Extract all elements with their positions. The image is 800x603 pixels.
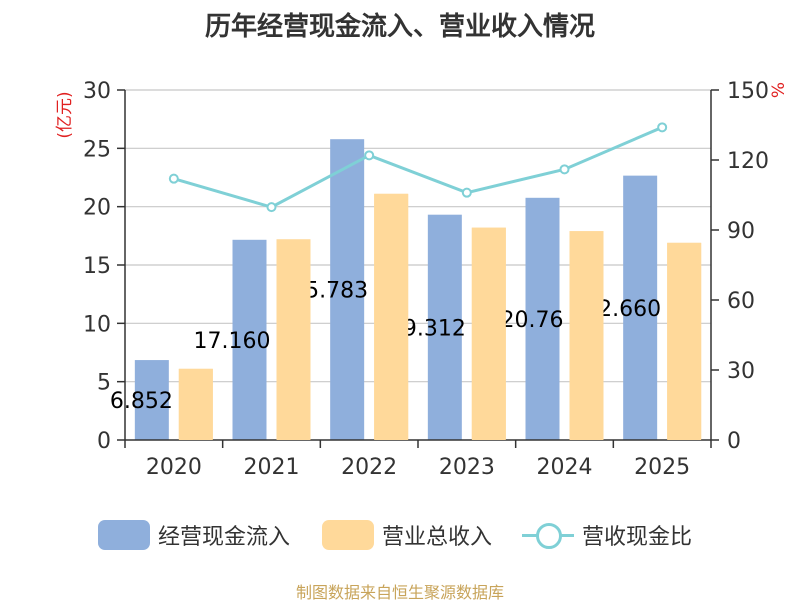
legend-item-cash-ratio[interactable]: 营收现金比 [522,515,692,555]
legend-item-cash-inflow[interactable]: 经营现金流入 [98,515,290,555]
right-tick-label: 30 [727,359,755,384]
bar-revenue-overlay [471,227,506,440]
bar-cash-inflow [330,139,365,440]
right-tick-label: 90 [727,219,755,244]
bar-cash-inflow [525,197,560,440]
data-label: 6.852 [110,389,173,414]
left-tick-label: 10 [83,312,111,337]
line-series [168,122,668,213]
legend-label-cash-inflow: 经营现金流入 [158,525,291,550]
legend-label-cash-ratio: 营收现金比 [582,525,693,550]
bar-revenue-overlay [374,193,409,440]
legend-item-revenue[interactable]: 营业总收入 [322,515,492,555]
x-tick-label: 2025 [634,455,690,480]
x-tick-label: 2022 [341,455,397,480]
line-cash-ratio [173,125,663,209]
bar-revenue-overlay [276,239,311,440]
legend-label-revenue: 营业总收入 [382,525,493,550]
left-tick-label: 30 [83,79,111,104]
x-tick-label: 2023 [439,455,495,480]
legend-swatch-cash-inflow [98,520,150,550]
bar-revenue-overlay [667,242,702,440]
legend-line-marker-icon [522,520,574,550]
line-point [559,164,570,175]
data-label: 20.76 [501,308,564,333]
line-point [364,150,375,161]
data-label: 17.160 [194,329,271,354]
left-tick-label: 15 [83,254,111,279]
x-tick-label: 2024 [537,455,593,480]
left-tick-label: 25 [83,137,111,162]
bar-group [134,139,702,440]
left-tick-label: 5 [97,371,111,396]
line-point [168,173,179,184]
bar-revenue-overlay [178,368,213,440]
right-tick-label: 150 [727,79,769,104]
right-tick-label: 0 [727,429,741,454]
bar-revenue-overlay [569,231,604,440]
grid-lines [125,89,711,383]
left-axis-unit: (亿元) [55,91,75,138]
right-tick-label: 60 [727,289,755,314]
x-tick-label: 2020 [146,455,202,480]
right-axis-unit: % [769,82,789,98]
bar-cash-inflow [623,175,658,440]
x-tick-label: 2021 [244,455,300,480]
line-point [461,187,472,198]
left-tick-label: 20 [83,196,111,221]
source-note: 制图数据来自恒生聚源数据库 [295,583,504,602]
line-point [657,122,668,133]
bar-cash-inflow [427,214,462,440]
bar-cash-inflow [232,239,267,440]
legend: 经营现金流入 营业总收入 营收现金比 [0,515,800,555]
right-tick-label: 120 [727,149,769,174]
bar-cash-inflow [134,360,169,440]
left-tick-label: 0 [97,429,111,454]
chart-title: 历年经营现金流入、营业收入情况 [204,12,595,42]
line-point [266,202,277,213]
legend-swatch-revenue [322,520,374,550]
